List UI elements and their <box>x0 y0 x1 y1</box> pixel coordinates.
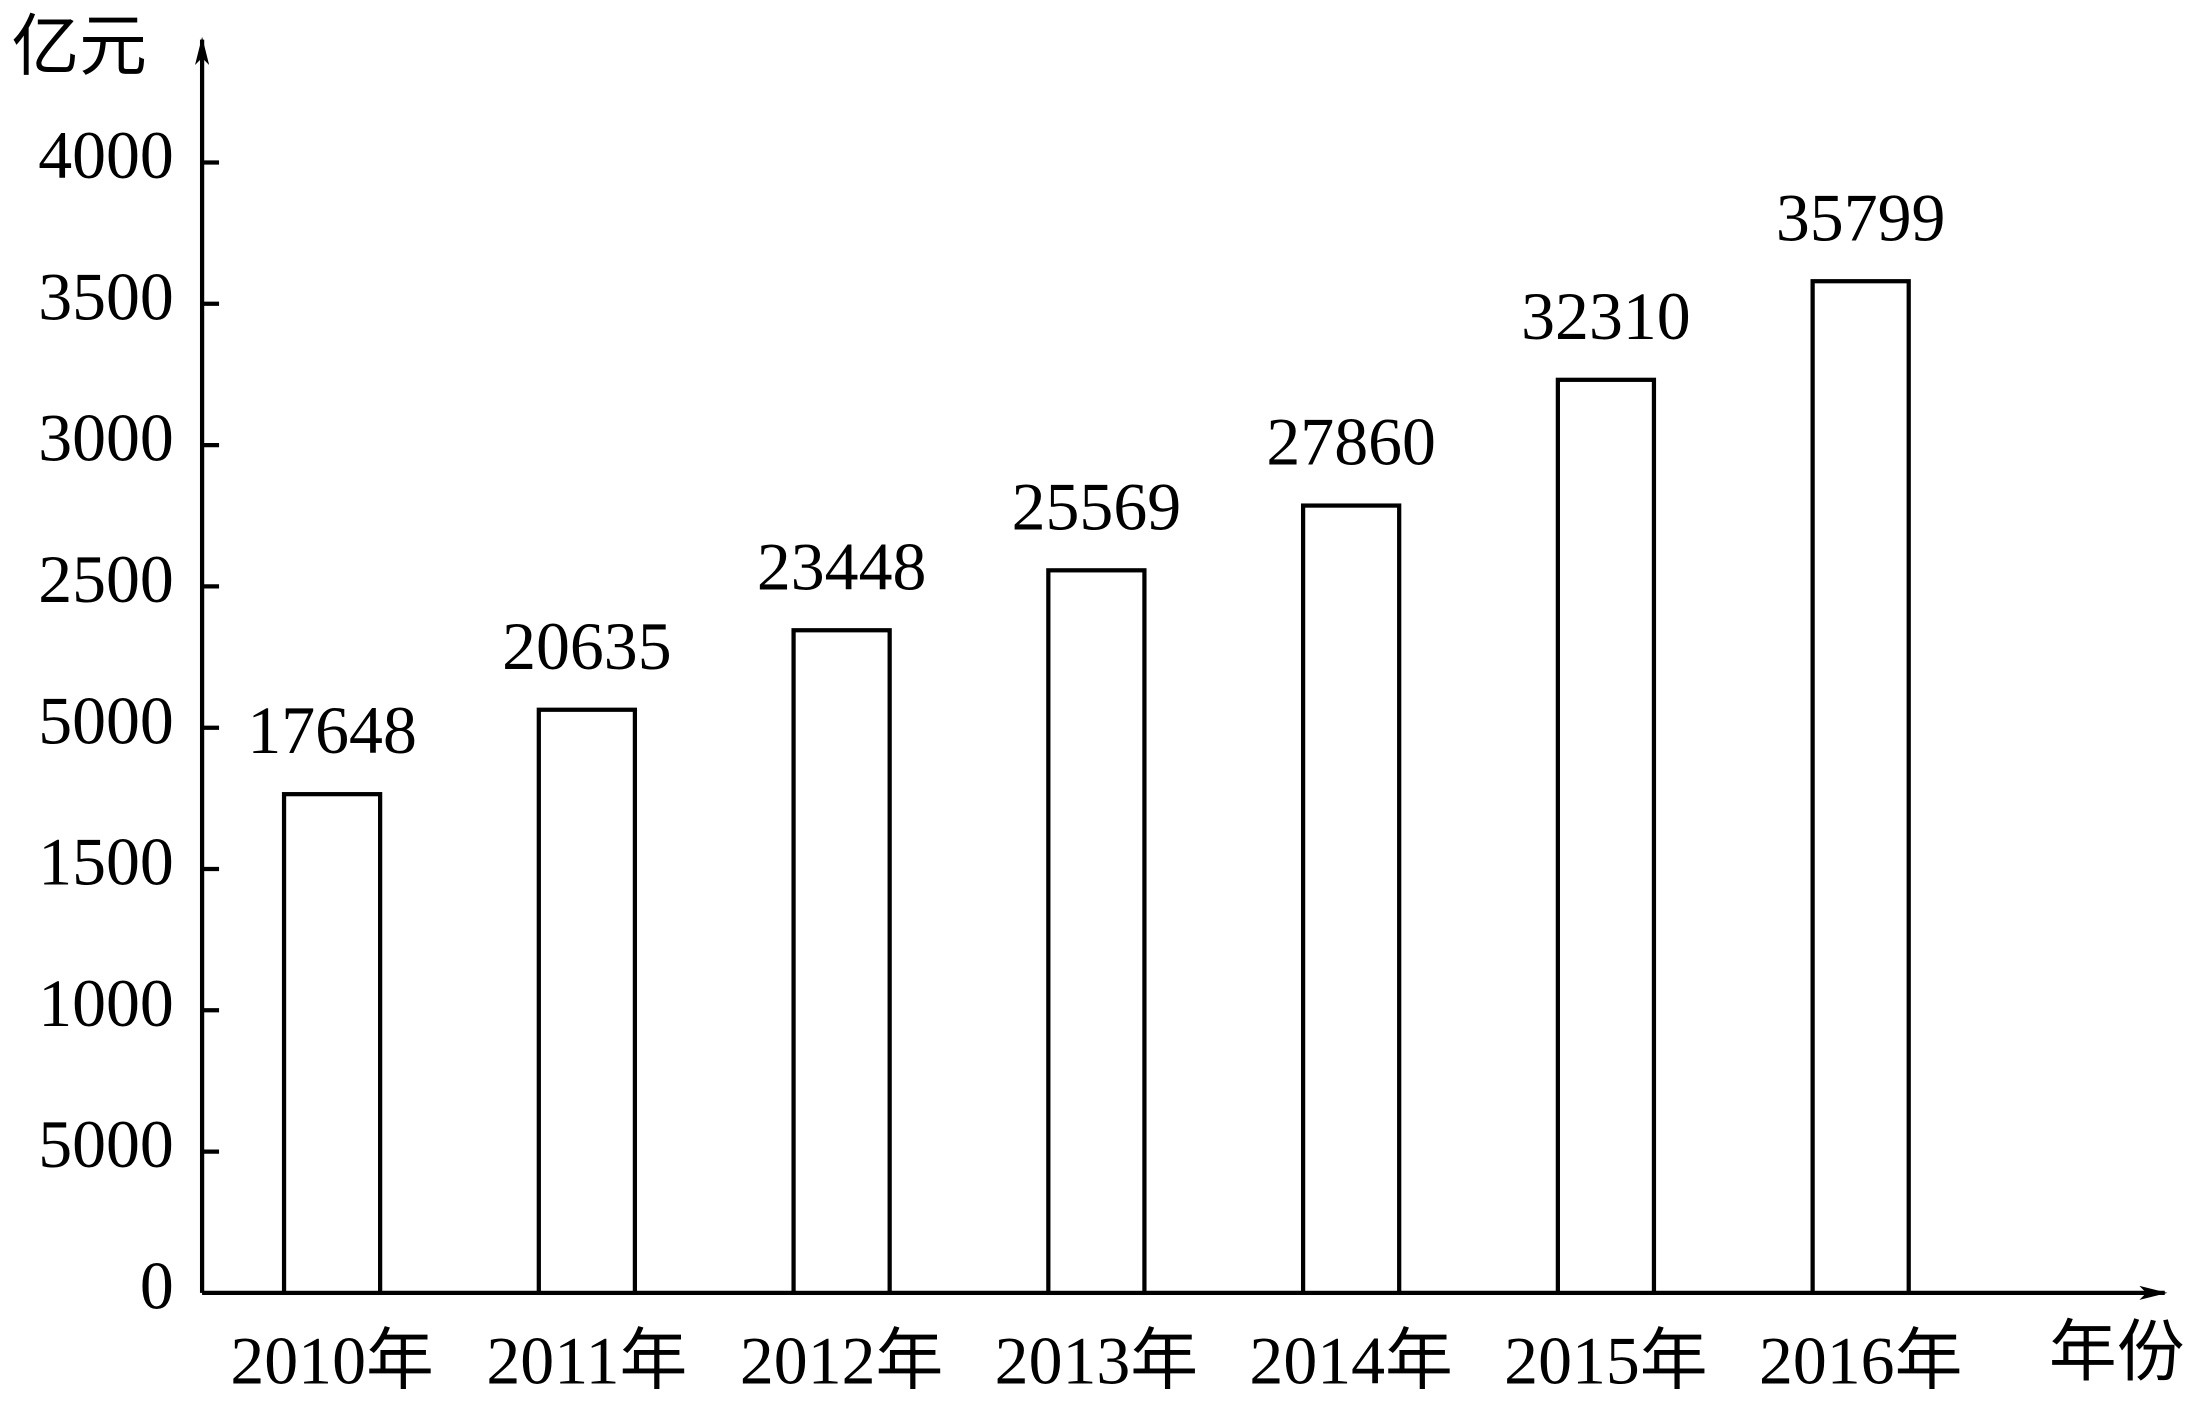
x-tick-label: 2016年 <box>1759 1323 1962 1398</box>
x-tick-label: 2012年 <box>740 1323 943 1398</box>
y-tick-label: 5000 <box>38 1107 174 1182</box>
x-tick-label: 2011年 <box>486 1323 687 1398</box>
bar <box>536 707 638 1296</box>
bar <box>1555 377 1657 1296</box>
bar <box>1300 503 1402 1296</box>
y-tick-label: 5000 <box>38 683 174 758</box>
y-tick-label: 1000 <box>38 966 174 1041</box>
data-label: 17648 <box>247 693 417 768</box>
data-label: 32310 <box>1521 279 1691 354</box>
x-tick-label: 2013年 <box>995 1323 1198 1398</box>
x-axis-label: 年份 <box>2049 1315 2185 1390</box>
y-tick-label: 3500 <box>38 259 174 334</box>
x-tick-label: 2015年 <box>1504 1323 1707 1398</box>
y-tick-label: 1500 <box>38 825 174 900</box>
x-tick-label: 2010年 <box>230 1323 433 1398</box>
bar <box>1810 279 1911 1296</box>
data-label: 23448 <box>757 529 927 604</box>
bar <box>1046 568 1147 1296</box>
y-axis-label: 亿元 <box>11 9 147 84</box>
data-label: 35799 <box>1776 180 1946 255</box>
data-label: 25569 <box>1012 469 1182 544</box>
y-tick-label: 4000 <box>38 118 174 193</box>
x-tick-label: 2014年 <box>1249 1323 1452 1398</box>
bar <box>281 792 383 1296</box>
bar <box>791 628 892 1296</box>
y-tick-label: 3000 <box>38 401 174 476</box>
data-label: 20635 <box>502 609 672 684</box>
data-label: 27860 <box>1266 405 1436 480</box>
y-tick-label: 2500 <box>38 542 174 617</box>
y-tick-label: 0 <box>140 1248 174 1323</box>
